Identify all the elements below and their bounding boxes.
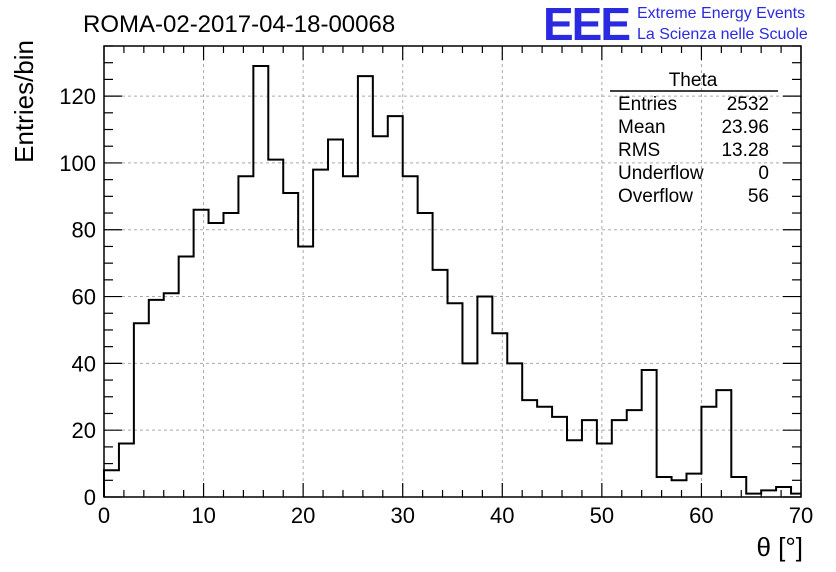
histogram-bin (582, 420, 597, 497)
histogram-bin (448, 303, 463, 497)
histogram-outline (103, 65, 801, 497)
histogram-bin (477, 297, 492, 497)
histogram-bin (522, 400, 537, 497)
y-tick-label: 60 (72, 285, 96, 310)
histogram-bin (642, 370, 657, 497)
stats-rows: Entries 2532 Mean 23.96 RMS 13.28 Underflow 0 Ov… (618, 94, 769, 207)
histogram-bin (612, 420, 627, 497)
histogram-bin (209, 223, 224, 497)
x-tick-label: 50 (590, 503, 614, 528)
x-axis-title: θ [°] (756, 532, 803, 562)
histogram-bin (253, 66, 268, 497)
histogram-bin (119, 444, 134, 497)
x-tick-labels: 0 10 20 30 40 50 60 70 (98, 503, 813, 528)
histogram-bin (179, 256, 194, 497)
histogram-bin (358, 76, 373, 497)
histogram-bin (283, 193, 298, 497)
histogram-bin (701, 407, 716, 497)
y-tick-label: 0 (84, 485, 96, 510)
histogram-bin (388, 116, 403, 497)
eee-logo: EEE Extreme Energy Events La Scienza nel… (543, 0, 808, 50)
histogram-series (103, 65, 801, 497)
histogram-bin (238, 176, 253, 497)
stats-row-value: 23.96 (721, 117, 769, 138)
axis-ticks (103, 45, 802, 498)
x-tick-label: 10 (191, 503, 215, 528)
histogram-bin (537, 407, 552, 497)
y-tick-label: 100 (59, 151, 96, 176)
stats-row-value: 13.28 (721, 140, 769, 161)
logo-mark: EEE (543, 0, 629, 50)
stats-name: Theta (669, 70, 718, 91)
stats-row-value: 56 (748, 186, 769, 207)
plot-frame (103, 45, 802, 498)
histogram-bin (298, 246, 313, 497)
histogram-bin (672, 480, 687, 497)
histogram-bin (268, 160, 283, 497)
histogram-bin (507, 363, 522, 497)
histogram-bin (373, 136, 388, 497)
y-tick-label: 40 (72, 351, 96, 376)
histogram-bin (223, 213, 238, 497)
stats-box: Theta Entries 2532 Mean 23.96 RMS 13.28 Underf… (610, 70, 778, 207)
x-tick-label: 0 (98, 503, 110, 528)
logo-line1: Extreme Energy Events (637, 5, 805, 22)
histogram-bin (716, 390, 731, 497)
histogram-bin (149, 300, 164, 497)
histogram-bin (313, 170, 328, 497)
histogram-bin (403, 176, 418, 497)
y-tick-label: 20 (72, 418, 96, 443)
x-tick-label: 20 (291, 503, 315, 528)
y-tick-label: 80 (72, 218, 96, 243)
histogram-bin (552, 417, 567, 497)
y-tick-labels: 0 20 40 60 80 100 120 (59, 84, 96, 510)
stats-row-label: RMS (618, 140, 660, 161)
grid (104, 46, 801, 497)
y-tick-label: 120 (59, 84, 96, 109)
stats-row-label: Mean (618, 117, 666, 138)
histogram-bin (567, 440, 582, 497)
histogram-bin (776, 487, 791, 497)
stats-row-label: Overflow (618, 186, 693, 207)
histogram-bin (657, 477, 672, 497)
histogram-bin (433, 270, 448, 497)
x-tick-label: 60 (689, 503, 713, 528)
histogram-bin (761, 490, 776, 497)
histogram-bin (731, 477, 746, 497)
histogram-bin (328, 140, 343, 497)
logo-line2: La Scienza nelle Scuole (637, 26, 808, 43)
histogram-bin (194, 210, 209, 497)
stats-row-label: Underflow (618, 163, 704, 184)
histogram-bin (134, 323, 149, 497)
histogram-bin (164, 293, 179, 497)
histogram-bin (492, 333, 507, 497)
histogram-bin (104, 470, 119, 497)
y-axis-title: Entries/bin (9, 40, 39, 163)
x-tick-label: 70 (789, 503, 813, 528)
histogram-bin (686, 474, 701, 497)
x-tick-label: 30 (390, 503, 414, 528)
histogram-bin (627, 410, 642, 497)
histogram-bin (462, 363, 477, 497)
stats-row-value: 2532 (727, 94, 769, 115)
chart-title: ROMA-02-2017-04-18-00068 (83, 11, 395, 38)
stats-row-label: Entries (618, 94, 677, 115)
histogram-bin (418, 213, 433, 497)
histogram-bin (343, 176, 358, 497)
x-tick-label: 40 (490, 503, 514, 528)
stats-row-value: 0 (758, 163, 769, 184)
histogram-bin (597, 444, 612, 497)
